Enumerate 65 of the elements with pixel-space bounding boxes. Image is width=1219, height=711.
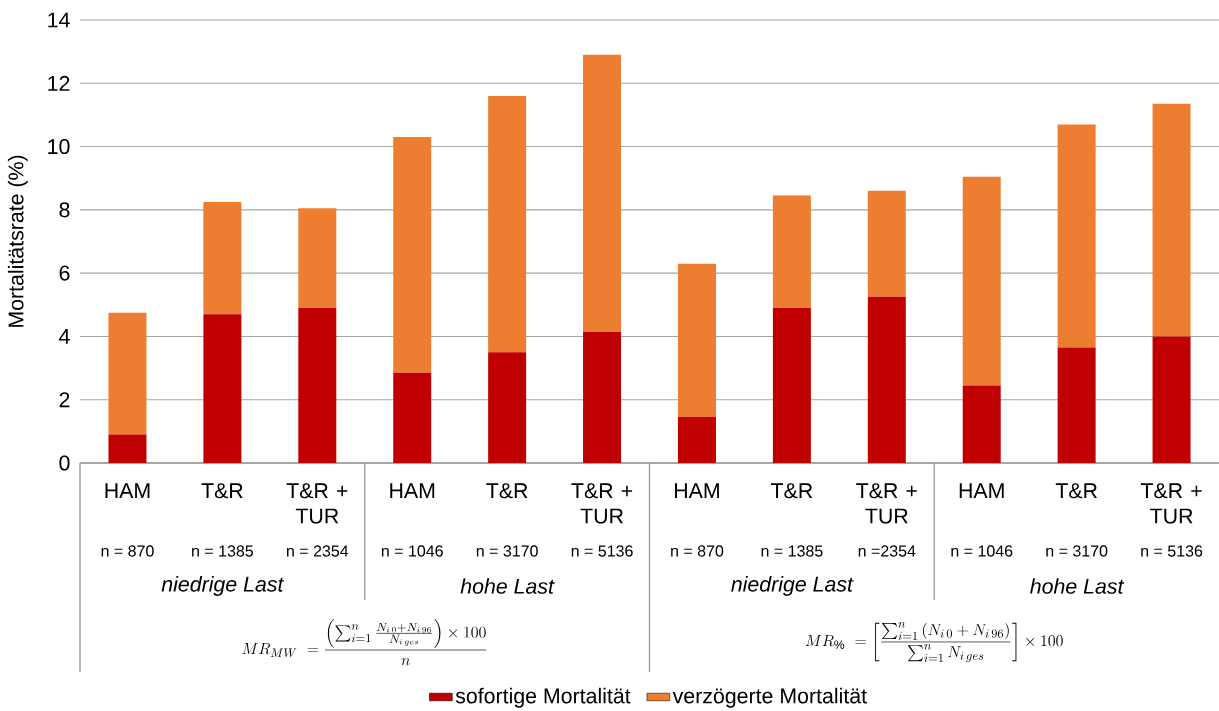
bar bbox=[677, 263, 716, 418]
x-tick-label: T&R + TUR bbox=[571, 483, 633, 524]
bar bbox=[1152, 336, 1191, 463]
x-tick-label: T&R bbox=[201, 483, 243, 499]
y-tick-label: 14 bbox=[48, 12, 70, 28]
y-tick-label: 6 bbox=[59, 265, 70, 281]
y-tick-label: 8 bbox=[59, 202, 70, 218]
text: n = 5136 bbox=[1141, 545, 1203, 557]
text: n = 5136 bbox=[571, 545, 633, 557]
text: n = 870 bbox=[101, 545, 154, 557]
bar bbox=[488, 352, 527, 463]
legend-label: sofortige Mortalität bbox=[455, 687, 631, 708]
y-tick-label: 0 bbox=[59, 455, 70, 471]
bar bbox=[393, 372, 432, 463]
bar bbox=[1057, 347, 1096, 463]
bar bbox=[772, 307, 811, 463]
bar bbox=[677, 417, 716, 463]
legend-label: verzögerte Mortalität bbox=[672, 687, 867, 708]
text: n =2354 bbox=[858, 545, 916, 557]
x-tick-label: HAM bbox=[105, 483, 150, 498]
bar bbox=[583, 54, 622, 332]
bar bbox=[108, 434, 147, 463]
text: n = 1385 bbox=[192, 545, 254, 557]
y-tick-label: 4 bbox=[59, 329, 70, 344]
x-tick-label: HAM bbox=[959, 483, 1004, 498]
text: n = 3170 bbox=[476, 545, 538, 557]
bar bbox=[962, 176, 1001, 386]
x-tick-label: T&R + TUR bbox=[1140, 483, 1202, 524]
text: n = 1385 bbox=[761, 545, 823, 557]
text: niedrige Last bbox=[731, 576, 854, 596]
bar bbox=[867, 296, 906, 463]
bar bbox=[1152, 103, 1191, 337]
x-tick-label: T&R bbox=[486, 483, 528, 499]
text: $MR_{MW}\ =\frac{\left(\sum_{i=1}^{n}\frac{N_{i\,0}+N_{i\,96}}{N_{i\,ges}}\right)\times 100}{n}$ bbox=[242, 618, 487, 666]
y-tick-label: 2 bbox=[59, 392, 70, 408]
text: n = 1046 bbox=[381, 545, 443, 557]
x-tick-label: T&R bbox=[771, 483, 813, 499]
x-tick-label: HAM bbox=[675, 483, 719, 498]
bar bbox=[393, 137, 432, 373]
text: niedrige Last bbox=[161, 576, 285, 596]
bar bbox=[203, 314, 242, 463]
text: $MR_{\%}\ =\left[\frac{\sum_{i=1}^{n}\left(N_{i\,0}+N_{i\,96}\right)}{\sum_{i=1}^{n}N_{i\,ges}}\right]\times 100$ bbox=[805, 621, 1063, 663]
text: hohe Last bbox=[460, 578, 555, 594]
bar bbox=[298, 307, 337, 463]
x-tick-label: HAM bbox=[390, 483, 435, 498]
bar bbox=[583, 331, 622, 463]
text: n = 3170 bbox=[1046, 545, 1108, 557]
bar bbox=[298, 208, 337, 308]
y-tick-label: 12 bbox=[48, 75, 70, 91]
text: hohe Last bbox=[1030, 578, 1125, 594]
bar bbox=[1057, 124, 1096, 348]
text: n = 1046 bbox=[951, 545, 1013, 557]
text: n = 870 bbox=[671, 545, 724, 557]
y-tick-label: 10 bbox=[48, 139, 70, 155]
bar bbox=[867, 190, 906, 297]
bar bbox=[772, 195, 811, 308]
bar bbox=[108, 312, 147, 435]
bar bbox=[962, 385, 1001, 463]
x-tick-label: T&R + TUR bbox=[286, 483, 348, 524]
bar bbox=[488, 95, 527, 353]
text: n = 2354 bbox=[287, 545, 349, 557]
y-axis-title: Mortalitätsrate (%) bbox=[7, 155, 28, 327]
bar bbox=[203, 201, 242, 315]
x-tick-label: T&R + TUR bbox=[856, 483, 917, 524]
x-tick-label: T&R bbox=[1055, 483, 1097, 499]
